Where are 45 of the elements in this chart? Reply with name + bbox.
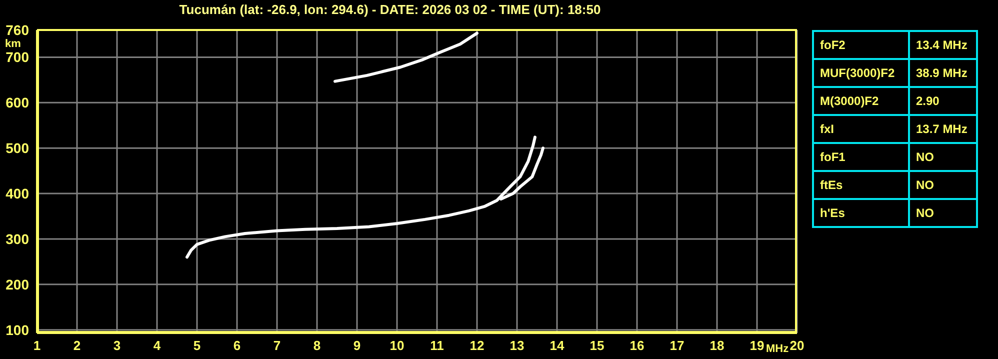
text: MUF(3000)F2 (813, 59, 909, 87)
text: 38.9 MHz (909, 59, 977, 87)
y-tick-label: 700 (6, 49, 30, 66)
x-tick-label: 9 (353, 338, 361, 354)
y-tick-label: 100 (6, 322, 30, 338)
text: NO (909, 199, 977, 227)
x-tick-label: 16 (630, 338, 644, 354)
x-tick-label: 7 (273, 338, 281, 354)
x-tick-label: 6 (233, 338, 241, 354)
text: M(3000)F2 (813, 87, 909, 115)
x-tick-label: 19 (750, 338, 764, 354)
x-tick-label: 17 (670, 338, 684, 354)
x-axis-title: MHz (766, 343, 790, 355)
x-tick-label: 11 (430, 338, 444, 354)
y-tick-label: 500 (6, 140, 30, 156)
x-tick-label: 3 (113, 338, 121, 354)
y-tick-label: 400 (6, 186, 30, 202)
x-tick-label: 20 (790, 338, 804, 354)
y-tick-label: 300 (6, 230, 30, 247)
x-tick-label: 8 (313, 338, 321, 354)
x-tick-label: 14 (550, 338, 565, 354)
text: NO (909, 171, 977, 199)
x-tick-label: 5 (193, 338, 201, 354)
x-tick-label: 15 (590, 338, 604, 354)
text: h'Es (813, 199, 909, 227)
x-tick-label: 1 (33, 338, 41, 354)
chart-title: Tucumán (lat: -26.9, lon: 294.6) - DATE: 2026 03 02 - TIME (UT): 18:50 (178, 2, 602, 17)
x-tick-label: 2 (73, 338, 81, 354)
y-tick-label: 600 (6, 94, 30, 111)
text: 2.90 (909, 87, 977, 115)
text: 13.4 MHz (909, 31, 977, 59)
text: fxI (813, 115, 909, 143)
y-tick-label: 760 (6, 22, 30, 38)
text: NO (909, 143, 977, 171)
x-tick-label: 4 (153, 338, 162, 354)
x-tick-label: 12 (470, 338, 484, 354)
text: foF2 (813, 31, 909, 59)
x-tick-label: 10 (390, 338, 404, 354)
x-tick-label: 13 (510, 338, 524, 354)
x-tick-label: 18 (710, 338, 724, 354)
text: ftEs (813, 171, 909, 199)
text: foF1 (813, 143, 909, 171)
text: 13.7 MHz (909, 115, 977, 143)
y-tick-label: 200 (6, 276, 30, 292)
y-axis-title: km (5, 38, 22, 50)
